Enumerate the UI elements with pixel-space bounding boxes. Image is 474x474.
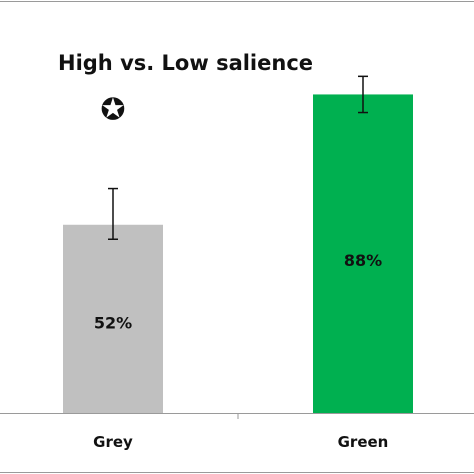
x-tick-label-green: Green [338,433,389,451]
bar-green [313,94,413,413]
data-label-grey: 52% [94,314,132,333]
bar-grey [63,224,163,413]
data-label-green: 88% [344,251,382,270]
plot-area: 52% Grey ✪ 88% Green [0,75,474,451]
significance-star-icon: ✪ [100,93,125,128]
x-tick-label-grey: Grey [93,433,133,451]
chart-title: High vs. Low salience [58,51,313,75]
